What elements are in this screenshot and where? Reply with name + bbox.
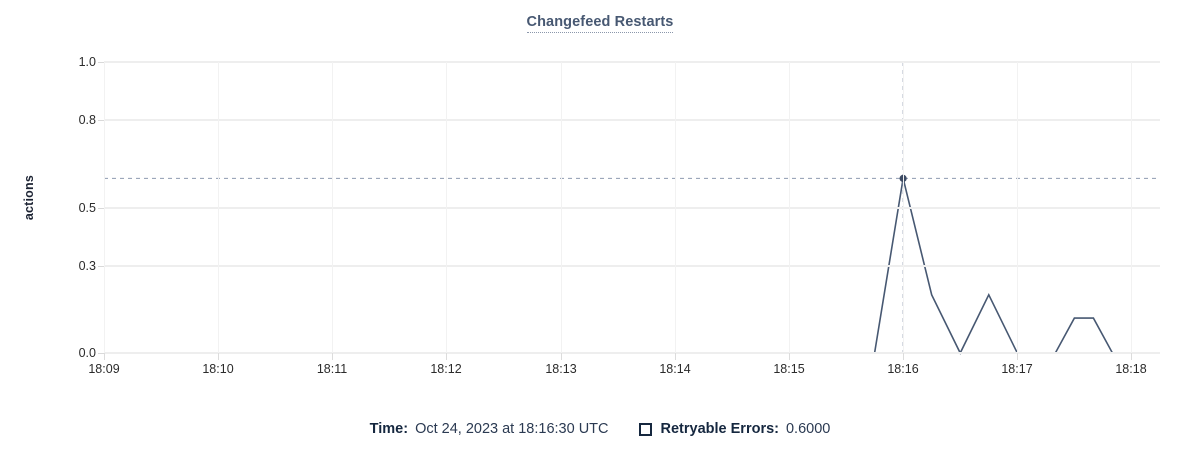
x-tick-label: 18:09 xyxy=(88,362,120,376)
footer-series-label: Retryable Errors: xyxy=(660,421,779,437)
footer-series[interactable]: Retryable Errors: 0.6000 xyxy=(638,421,831,437)
y-tick-mark xyxy=(98,207,106,209)
gridline-vertical xyxy=(561,62,562,353)
x-tick-mark xyxy=(104,353,105,360)
x-tick-label: 18:16 xyxy=(887,362,919,376)
x-axis-ticks: 18:09 18:10 18:11 18:12 18:13 18:14 18:15 18:16… xyxy=(88,353,1160,383)
x-tick-mark xyxy=(561,353,562,360)
gridline-vertical xyxy=(903,62,904,353)
x-tick-label: 18:13 xyxy=(545,362,577,376)
gridline-horizontal xyxy=(104,61,1160,63)
x-tick-label: 18:10 xyxy=(202,362,234,376)
x-tick-label: 18:15 xyxy=(773,362,805,376)
footer-time: Time: Oct 24, 2023 at 18:16:30 UTC xyxy=(370,421,609,437)
chart-footer: Time: Oct 24, 2023 at 18:16:30 UTC Retry… xyxy=(0,421,1200,437)
chart-title-text: Changefeed Restarts xyxy=(526,14,674,33)
y-tick-label: 0.5 xyxy=(78,200,96,215)
x-tick-mark xyxy=(675,353,676,360)
gridline-horizontal xyxy=(104,264,1160,267)
y-tick-label: 0.3 xyxy=(78,258,96,273)
x-tick-label: 18:11 xyxy=(316,362,348,376)
x-tick-mark xyxy=(903,353,904,360)
x-tick-label: 18:14 xyxy=(659,362,691,376)
footer-time-label: Time: xyxy=(369,421,409,437)
gridline-vertical xyxy=(675,62,676,353)
x-tick-mark xyxy=(332,353,333,360)
gridline-vertical xyxy=(1131,62,1132,353)
x-tick-mark xyxy=(446,353,447,360)
gridline-vertical xyxy=(789,62,790,353)
y-tick-mark xyxy=(98,265,106,267)
legend-swatch-icon[interactable] xyxy=(638,422,652,436)
y-tick-label: 0.8 xyxy=(78,113,96,128)
footer-time-value: Oct 24, 2023 at 18:16:30 UTC xyxy=(415,421,609,437)
y-tick-mark xyxy=(98,62,106,63)
gridline-vertical xyxy=(104,62,105,353)
gridline-horizontal xyxy=(104,352,1160,354)
y-tick-label: 0.0 xyxy=(78,346,96,360)
gridline-vertical xyxy=(332,62,333,353)
gridline-vertical xyxy=(446,62,447,353)
y-tick-mark xyxy=(98,353,106,354)
x-tick-mark xyxy=(1131,353,1132,360)
x-tick-label: 18:17 xyxy=(1001,362,1033,376)
x-tick-mark xyxy=(218,353,219,360)
x-tick-label: 18:18 xyxy=(1115,362,1147,376)
y-tick-mark xyxy=(98,120,106,122)
chart-title: Changefeed Restarts xyxy=(0,14,1200,33)
gridline-horizontal xyxy=(104,206,1160,209)
y-axis-label: actions xyxy=(22,175,36,221)
x-tick-label: 18:12 xyxy=(430,362,462,376)
gridline-vertical xyxy=(1017,62,1018,353)
y-axis-ticks: 1.0 0.8 0.5 0.3 0.0 xyxy=(52,55,106,360)
x-tick-mark xyxy=(789,353,790,360)
y-tick-label: 1.0 xyxy=(78,55,96,69)
x-tick-mark xyxy=(1017,353,1018,360)
plot-area[interactable] xyxy=(104,61,1160,354)
gridline-horizontal xyxy=(104,119,1160,122)
footer-series-value: 0.6000 xyxy=(785,421,831,437)
gridline-vertical xyxy=(218,62,219,353)
